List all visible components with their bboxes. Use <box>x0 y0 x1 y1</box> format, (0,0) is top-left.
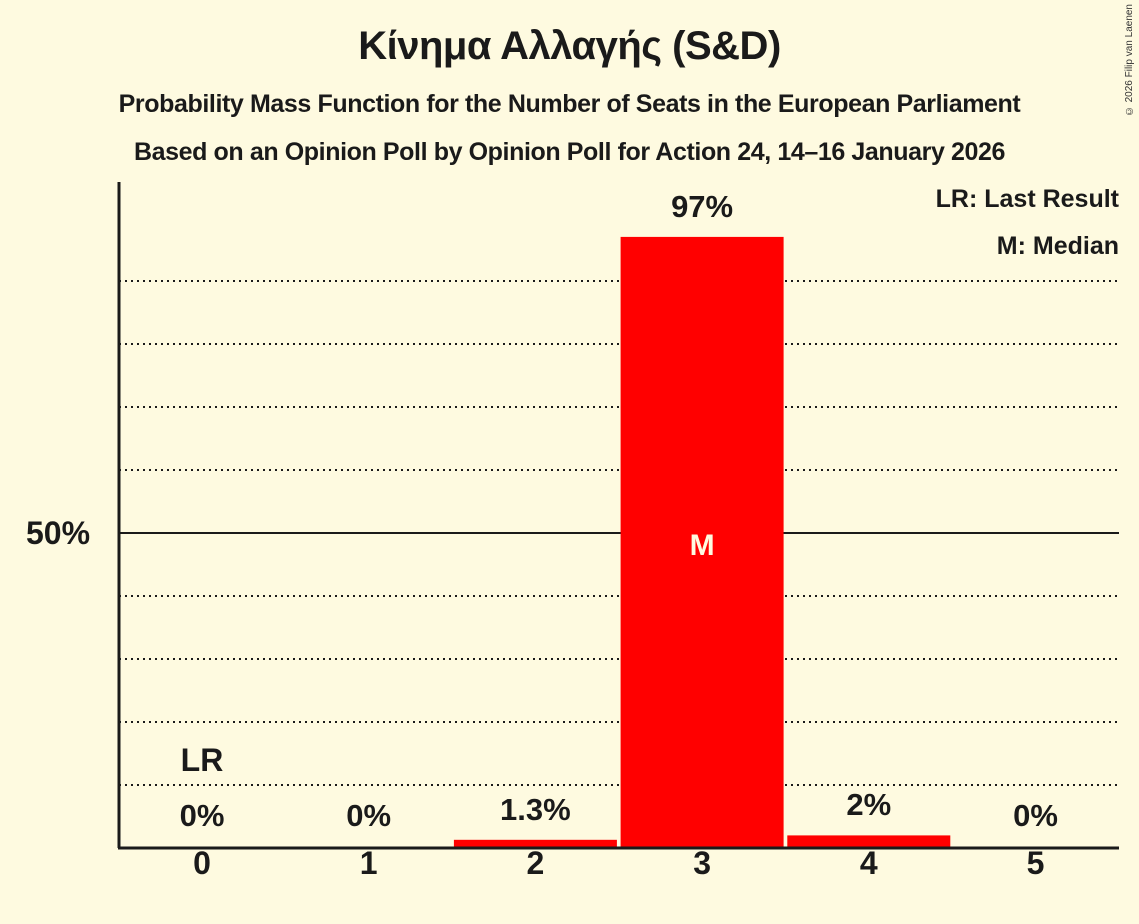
bar-2 <box>453 839 617 848</box>
x-tick-1: 1 <box>359 845 378 881</box>
chart-source-note: Based on an Opinion Poll by Opinion Poll… <box>133 138 1006 166</box>
chart-subtitle: Probability Mass Function for the Number… <box>118 90 1021 118</box>
value-label-5: 0% <box>1013 798 1058 833</box>
x-tick-2: 2 <box>526 845 545 881</box>
chart-title: Κίνημα Αλλαγής (S&D) <box>358 24 781 68</box>
value-label-0: 0% <box>179 798 225 833</box>
value-label-3: 97% <box>671 188 734 224</box>
median-marker: M <box>689 529 715 562</box>
bars <box>453 236 951 848</box>
bar-4 <box>787 835 951 848</box>
value-label-1: 0% <box>346 798 392 833</box>
last-result-marker: LR <box>180 742 224 778</box>
legend-last-result: LR: Last Result <box>935 185 1119 213</box>
bar-3 <box>620 236 784 848</box>
x-tick-3: 3 <box>693 845 711 881</box>
x-tick-4: 4 <box>859 845 878 881</box>
x-tick-5: 5 <box>1026 845 1045 881</box>
legend-median: M: Median <box>996 232 1119 260</box>
gridlines <box>119 280 1119 786</box>
value-label-4: 2% <box>846 787 892 823</box>
y-tick-50: 50% <box>26 515 91 551</box>
x-tick-0: 0 <box>193 845 211 881</box>
value-label-2: 1.3% <box>500 791 571 827</box>
